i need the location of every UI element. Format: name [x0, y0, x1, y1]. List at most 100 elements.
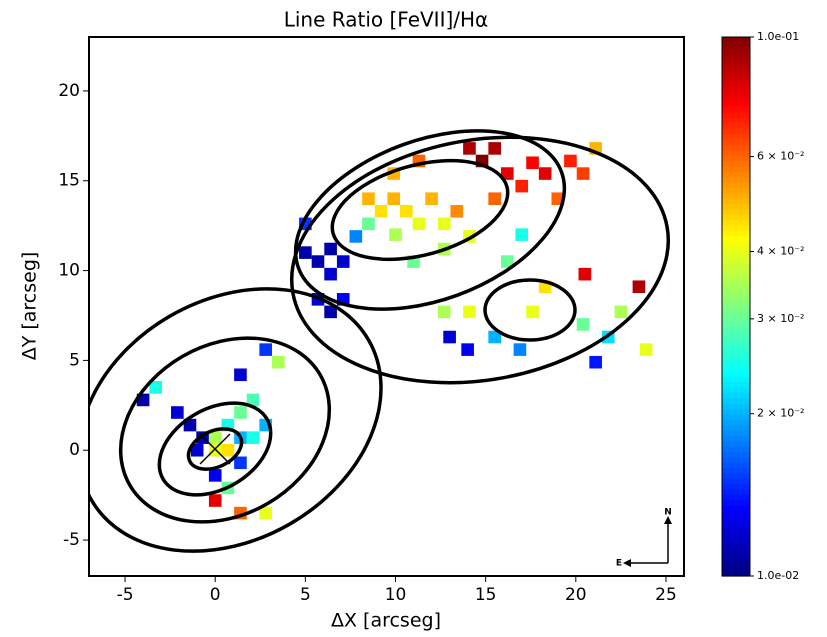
cell — [437, 305, 451, 319]
cell — [183, 418, 197, 432]
colorbar-segment — [722, 484, 750, 491]
contour — [330, 158, 510, 262]
colorbar-segment — [722, 403, 750, 410]
contour — [157, 401, 273, 497]
colorbar-segment — [722, 37, 750, 43]
cell — [576, 318, 590, 331]
colorbar-segment — [722, 53, 750, 60]
colorbar-segment — [722, 284, 750, 291]
contour — [483, 278, 577, 342]
colorbar-segment — [722, 338, 750, 345]
colorbar-segment — [722, 134, 750, 141]
cell — [324, 242, 337, 256]
contour — [89, 287, 383, 553]
colorbar-tick-label: 1.0e-01 — [757, 30, 799, 43]
x-tick-label: 20 — [565, 585, 587, 605]
colorbar-segment — [722, 549, 750, 556]
colorbar-segment — [722, 452, 750, 459]
contour — [118, 336, 332, 524]
cell — [488, 330, 501, 344]
y-tick-label: 15 — [58, 171, 80, 191]
cell — [171, 406, 184, 419]
contour — [293, 129, 567, 311]
colorbar-segment — [722, 441, 750, 448]
colorbar-segment — [722, 214, 750, 221]
colorbar-segment — [722, 160, 750, 167]
colorbar-segment — [722, 360, 750, 367]
colorbar-tick-label: 1.0e-02 — [757, 569, 799, 582]
colorbar-segment — [722, 42, 750, 49]
colorbar-tick-label: 4 × 10⁻² — [757, 244, 804, 257]
cell — [500, 255, 514, 268]
y-tick-label: 10 — [58, 261, 80, 281]
colorbar-segment — [722, 500, 750, 507]
colorbar-segment — [722, 419, 750, 426]
colorbar-segment — [722, 430, 750, 437]
colorbar-segment — [722, 446, 750, 453]
colorbar-segment — [722, 349, 750, 356]
x-axis-label: ΔX [arcseg] — [331, 610, 441, 632]
cell — [374, 204, 388, 218]
colorbar-segment — [722, 80, 750, 87]
colorbar-segment — [722, 279, 750, 286]
cell — [463, 142, 476, 155]
colorbar-segment — [722, 387, 750, 394]
colorbar-segment — [722, 468, 750, 475]
colorbar-segment — [722, 414, 750, 421]
colorbar-segment — [722, 462, 750, 469]
colorbar-segment — [722, 570, 750, 577]
cell — [450, 204, 464, 218]
cell — [389, 228, 402, 241]
colorbar-segment — [722, 344, 750, 351]
cell — [576, 167, 590, 180]
colorbar-segment — [722, 522, 750, 529]
colorbar-segment — [722, 559, 750, 566]
colorbar-segment — [722, 538, 750, 545]
colorbar-segment — [722, 69, 750, 76]
colorbar-segment — [722, 565, 750, 572]
cell — [259, 343, 273, 356]
x-tick-label: 25 — [655, 585, 677, 605]
colorbar-segment — [722, 155, 750, 162]
cell — [488, 192, 501, 205]
compass: N E — [616, 508, 672, 569]
colorbar-segment — [722, 144, 750, 151]
cell — [349, 230, 363, 243]
colorbar-segment — [722, 107, 750, 114]
compass-north: N — [664, 508, 672, 518]
cell — [149, 381, 163, 394]
colorbar-segment — [722, 139, 750, 146]
cell — [437, 217, 451, 231]
colorbar-segment — [722, 263, 750, 270]
colorbar-segment — [722, 225, 750, 232]
chart-title: Line Ratio [FeVII]/Hα — [284, 8, 489, 32]
cell — [221, 443, 235, 457]
colorbar-segment — [722, 457, 750, 464]
contours — [89, 129, 671, 553]
x-tick-label: 10 — [385, 585, 407, 605]
cell — [515, 179, 529, 193]
colorbar-segment — [722, 171, 750, 178]
colorbar-segment — [722, 376, 750, 383]
x-tick-label: 5 — [300, 585, 311, 605]
colorbar-segment — [722, 274, 750, 281]
colorbar-segment — [722, 333, 750, 340]
cell — [246, 393, 260, 407]
cell — [259, 506, 273, 520]
cell — [272, 355, 285, 369]
colorbar-tick-label: 3 × 10⁻² — [757, 312, 804, 325]
cell — [632, 280, 646, 294]
x-tick-label: 15 — [475, 585, 497, 605]
cell — [324, 267, 337, 281]
x-tick-label: -5 — [117, 585, 134, 605]
y-tick-label: -5 — [63, 530, 80, 550]
colorbar-segment — [722, 425, 750, 432]
colorbar-segment — [722, 257, 750, 264]
colorbar-segment — [722, 317, 750, 324]
contour — [186, 427, 244, 471]
colorbar-segment — [722, 290, 750, 297]
cell — [234, 406, 247, 419]
cell — [614, 305, 628, 319]
cell — [246, 431, 260, 444]
